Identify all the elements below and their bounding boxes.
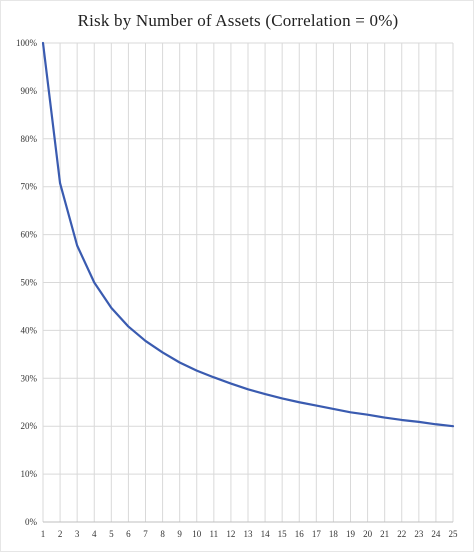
data-point (76, 245, 78, 247)
x-tick-label: 15 (278, 529, 288, 539)
data-point (247, 388, 249, 390)
x-tick-label: 6 (126, 529, 131, 539)
data-point (418, 421, 420, 423)
data-point (59, 182, 61, 184)
data-point (315, 405, 317, 407)
x-tick-label: 13 (244, 529, 254, 539)
y-tick-label: 10% (21, 469, 38, 479)
x-tick-label: 21 (380, 529, 389, 539)
data-point (144, 340, 146, 342)
x-tick-label: 25 (449, 529, 459, 539)
data-point (196, 370, 198, 372)
data-point (230, 382, 232, 384)
series-layer (41, 41, 455, 428)
grid-layer (42, 42, 454, 523)
x-tick-label: 16 (295, 529, 305, 539)
y-tick-label: 20% (21, 421, 38, 431)
y-tick-label: 40% (21, 325, 38, 335)
data-point (384, 416, 386, 418)
y-tick-label: 30% (21, 373, 38, 383)
x-tick-label: 7 (143, 529, 148, 539)
data-point (298, 401, 300, 403)
y-tick-label: 0% (25, 517, 38, 527)
tick-label-layer: 0%10%20%30%40%50%60%70%80%90%100%1 2 3 4 5 6 7… (16, 38, 458, 539)
series-line (41, 41, 455, 428)
x-tick-label: 3 (75, 529, 80, 539)
data-point (435, 423, 437, 425)
x-tick-label: 14 (261, 529, 271, 539)
data-point (281, 397, 283, 399)
x-tick-label: 17 (312, 529, 322, 539)
data-point (401, 419, 403, 421)
x-tick-label: 24 (431, 529, 441, 539)
data-point (213, 376, 215, 378)
x-tick-label: 8 (160, 529, 165, 539)
data-point (366, 414, 368, 416)
x-tick-label: 1 (41, 529, 46, 539)
data-point (332, 408, 334, 410)
data-point (127, 325, 129, 327)
y-tick-label: 90% (21, 86, 38, 96)
data-point (179, 361, 181, 363)
x-tick-label: 10 (192, 529, 202, 539)
y-tick-label: 50% (21, 278, 38, 288)
data-point (161, 351, 163, 353)
y-tick-label: 80% (21, 134, 38, 144)
x-tick-label: 23 (414, 529, 424, 539)
x-tick-label: 4 (92, 529, 97, 539)
x-tick-label: 5 (109, 529, 114, 539)
x-tick-label: 19 (346, 529, 356, 539)
x-tick-label: 18 (329, 529, 339, 539)
data-point (349, 411, 351, 413)
x-tick-label: 9 (177, 529, 182, 539)
y-tick-label: 70% (21, 182, 38, 192)
x-tick-label: 2 (58, 529, 63, 539)
x-tick-label: 12 (226, 529, 235, 539)
chart-title: Risk by Number of Assets (Correlation = … (77, 11, 399, 30)
y-tick-label: 60% (21, 230, 38, 240)
y-tick-label: 100% (16, 38, 38, 48)
data-point (110, 307, 112, 309)
x-tick-label: 20 (363, 529, 373, 539)
x-tick-label: 11 (209, 529, 218, 539)
data-point (264, 393, 266, 395)
data-point (452, 425, 454, 427)
data-point (42, 42, 44, 44)
x-tick-label: 22 (397, 529, 406, 539)
data-point (93, 281, 95, 283)
